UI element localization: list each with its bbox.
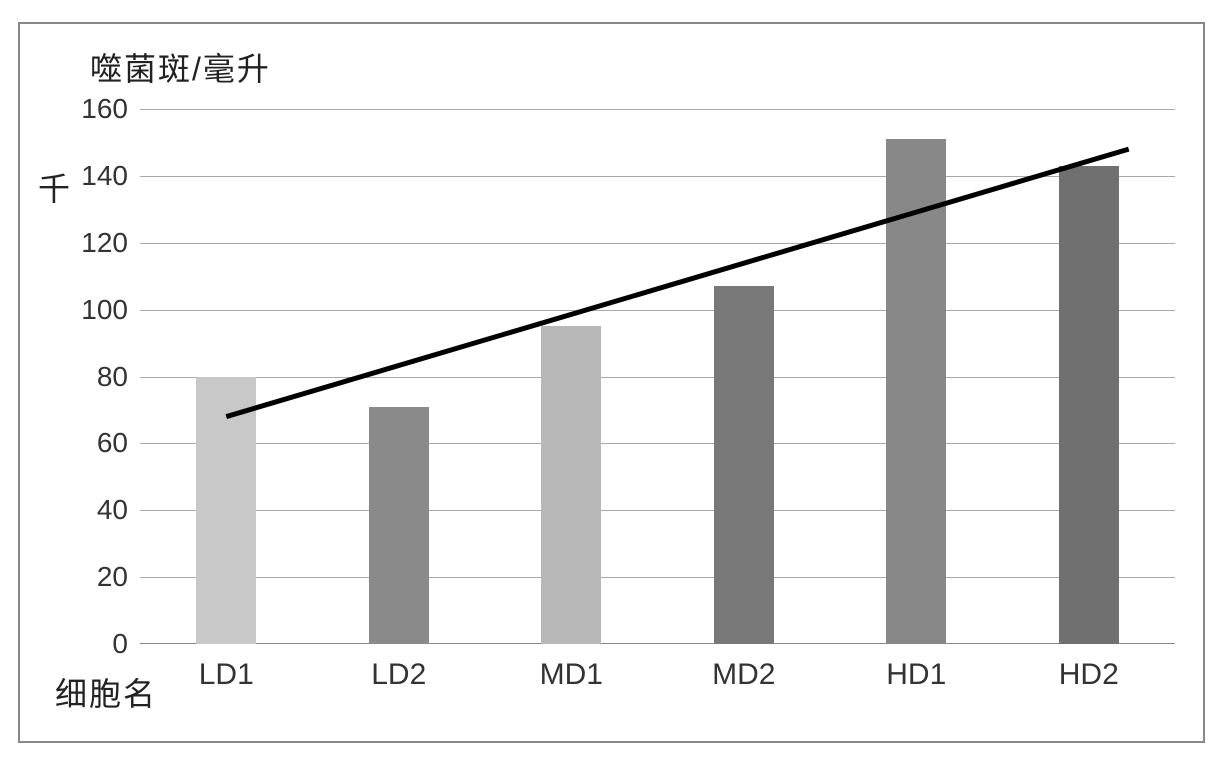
y-tick-label: 140	[81, 160, 128, 192]
y-tick-label: 100	[81, 294, 128, 326]
chart-bar	[369, 407, 429, 644]
y-tick-label: 160	[81, 93, 128, 125]
x-tick-label: MD2	[712, 658, 775, 692]
chart-bar	[886, 139, 946, 644]
y-tick-label: 80	[97, 361, 128, 393]
x-tick-label: MD1	[540, 658, 603, 692]
x-tick-label: HD2	[1059, 658, 1119, 692]
x-tick-label: LD2	[371, 658, 426, 692]
grid-line	[140, 243, 1175, 244]
y-axis-title: 噬菌斑/毫升	[90, 44, 271, 90]
grid-line	[140, 443, 1175, 444]
chart-bar	[541, 326, 601, 644]
x-tick-label: HD1	[886, 658, 946, 692]
grid-line	[140, 577, 1175, 578]
chart-bar	[196, 377, 256, 645]
y-axis-unit: 千	[38, 164, 70, 210]
x-axis-line	[140, 643, 1175, 644]
y-tick-label: 120	[81, 227, 128, 259]
y-tick-label: 20	[97, 561, 128, 593]
grid-line	[140, 377, 1175, 378]
chart-bar	[1059, 166, 1119, 644]
y-tick-label: 60	[97, 427, 128, 459]
grid-line	[140, 510, 1175, 511]
grid-line	[140, 176, 1175, 177]
grid-line	[140, 109, 1175, 110]
y-tick-label: 0	[112, 628, 128, 660]
plot-area: 020406080100120140160LD1LD2MD1MD2HD1HD2	[140, 109, 1175, 644]
x-tick-label: LD1	[199, 658, 254, 692]
grid-line	[140, 310, 1175, 311]
y-tick-label: 40	[97, 494, 128, 526]
chart-bar	[714, 286, 774, 644]
x-axis-title: 细胞名	[55, 669, 157, 715]
chart-container: 噬菌斑/毫升 千 020406080100120140160LD1LD2MD1M…	[18, 22, 1205, 743]
